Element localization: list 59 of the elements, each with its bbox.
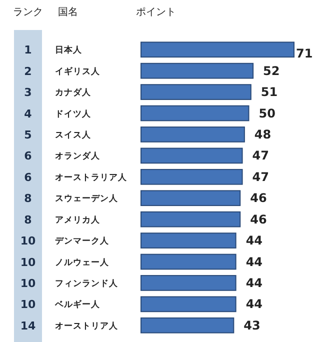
x-axis-title: ポイント [136, 7, 176, 18]
bar [140, 148, 243, 164]
text: 6 [24, 150, 32, 163]
data-label: 47 [252, 148, 269, 163]
data-label: 51 [260, 85, 278, 100]
data-label: 43 [244, 318, 260, 332]
y-tick-label: カナダ人 [55, 87, 92, 98]
text: 3 [24, 86, 32, 100]
y-tick-label: オーストリア人 [55, 320, 119, 332]
text: 8 [24, 192, 32, 206]
bar [140, 254, 236, 270]
y-tick-label: ベルギー人 [54, 299, 101, 310]
text: 6 [24, 170, 32, 184]
text: 8 [24, 213, 32, 226]
data-label: 46 [250, 191, 267, 206]
bar [140, 275, 236, 291]
bar [140, 317, 234, 334]
data-label: 47 [252, 170, 269, 184]
y-tick-label: スイス人 [55, 129, 92, 140]
y-tick-label: オーストラリア人 [55, 172, 128, 183]
data-label: 50 [258, 106, 276, 120]
y-tick-label: ノルウェー人 [55, 256, 110, 268]
text: ランク [13, 7, 43, 18]
text: 4 [24, 107, 32, 120]
bar [140, 126, 245, 142]
bar [140, 296, 236, 312]
data-label: 71 [296, 46, 313, 61]
text: 10 [20, 256, 36, 269]
bar [140, 62, 254, 79]
text: 1 [24, 44, 32, 57]
bar [140, 42, 294, 58]
data-label: 44 [246, 254, 263, 269]
text: 14 [20, 319, 36, 332]
bar [140, 84, 252, 100]
text: 10 [20, 276, 36, 290]
bar [140, 105, 250, 122]
y-tick-label: スウェーデン人 [55, 193, 119, 204]
y-tick-label: オランダ人 [55, 150, 101, 162]
y-tick-label: イギリス人 [55, 66, 101, 77]
bar [140, 211, 241, 228]
bar [140, 168, 243, 185]
data-label: 48 [254, 127, 272, 142]
y-tick-label: 日本人 [55, 44, 83, 56]
y-tick-label: フィンランド人 [55, 278, 119, 289]
text: 10 [20, 234, 36, 248]
y-tick-label: ドイツ人 [55, 108, 92, 120]
text: 5 [24, 128, 32, 142]
y-axis-title: 国名 [58, 6, 78, 18]
text: 2 [24, 64, 32, 78]
y-tick-label: デンマーク人 [55, 236, 110, 247]
text: 10 [20, 298, 36, 312]
data-label: 46 [250, 212, 267, 226]
data-label: 44 [246, 276, 263, 290]
data-label: 52 [263, 64, 280, 78]
bar [140, 232, 236, 248]
y-tick-label: アメリカ人 [55, 214, 101, 226]
data-label: 44 [246, 234, 263, 248]
bar [140, 190, 241, 206]
data-label: 44 [246, 297, 263, 312]
